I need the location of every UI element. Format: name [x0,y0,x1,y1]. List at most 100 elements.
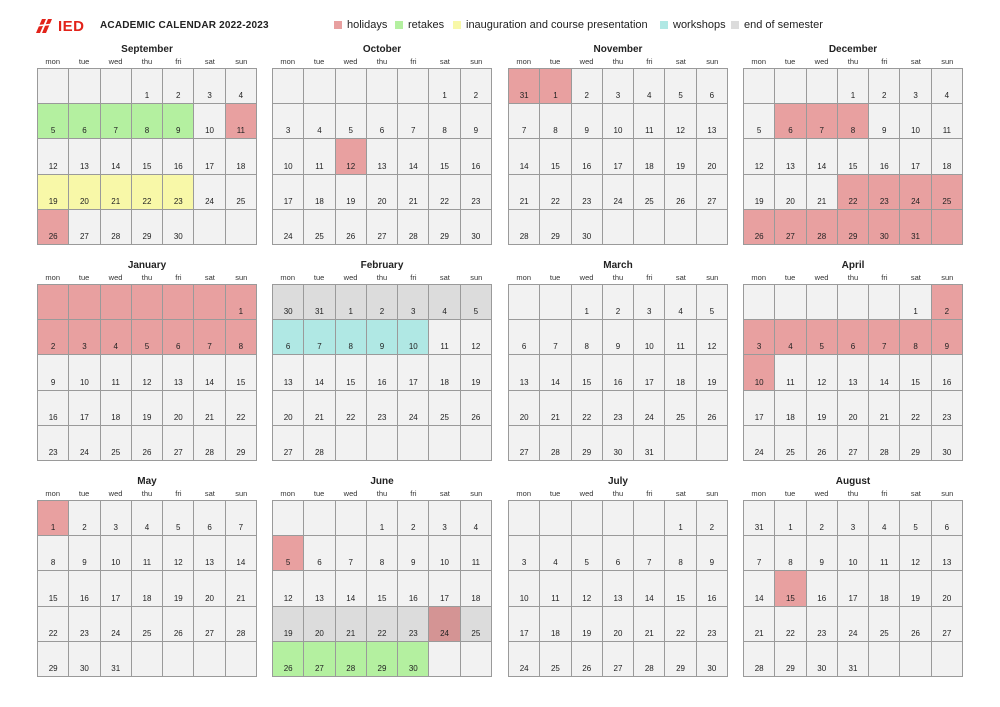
legend-item-end: end of semester [731,19,823,31]
day-cell: 30 [602,425,635,461]
month-name: July [607,476,628,487]
month-grid: 1 2 3 4 5 6 7 8 9 10 11 12 13 14 15 16 17 18 19 20 21 22 23 24 2… [743,68,963,245]
ied-logo-icon [34,19,56,33]
day-cell: 14 [869,355,901,391]
day-cell: 1 [429,69,461,105]
day-number: 4 [473,523,479,533]
day-number: 16 [817,593,827,603]
day-cell: 2 [869,69,901,105]
day-number: 10 [283,161,293,171]
day-cell: 14 [634,571,666,607]
day-cell: 3 [634,285,666,321]
day-number: 14 [519,161,529,171]
day-cell: 6 [304,536,336,572]
day-number: 29 [48,664,58,673]
day-cell: 25 [460,606,492,642]
day-number: 28 [644,664,654,673]
day-number: 9 [379,342,385,352]
day-number: 30 [173,232,183,241]
day-number: 8 [913,342,918,352]
day-number: 16 [582,161,592,171]
day-cell: 10 [744,355,776,391]
day-cell: 6 [837,320,870,356]
day-number: 3 [647,307,652,317]
day-number: 21 [346,628,356,638]
day-cell: 9 [869,104,901,140]
day-number: 9 [819,558,824,568]
day-cell: 25 [931,174,963,210]
day-number: 7 [882,342,887,352]
day-number: 2 [615,307,621,317]
day-cell: 28 [744,641,776,677]
day-cell: 12 [900,536,932,572]
day-cell [602,501,635,537]
day-cell: 19 [571,606,603,642]
weekday-label: tue [78,489,90,498]
day-cell: 27 [273,425,305,461]
day-cell [931,209,963,245]
day-number: 7 [756,558,762,568]
day-number: 5 [176,523,181,533]
day-cell: 27 [509,425,541,461]
day-cell: 30 [806,641,838,677]
day-cell: 13 [194,536,226,572]
day-number: 17 [519,628,529,638]
day-number: 31 [111,664,121,673]
day-cell: 12 [696,320,728,356]
weekday-label: thu [847,57,859,66]
day-number: 6 [82,126,87,136]
day-cell: 26 [273,641,305,677]
day-cell: 10 [398,320,430,356]
day-number: 27 [848,448,858,457]
day-cell: 3 [429,501,461,537]
day-cell: 18 [429,355,461,391]
day-cell: 31 [509,69,541,105]
day-cell: 6 [69,104,101,140]
day-cell: 19 [335,174,367,210]
day-cell: 8 [665,536,697,572]
day-cell: 6 [194,501,226,537]
day-cell: 10 [634,320,666,356]
day-number: 15 [48,593,58,603]
day-cell: 1 [837,69,870,105]
day-number: 28 [519,232,529,241]
day-cell [225,209,257,245]
day-number: 3 [521,558,527,568]
day-number: 28 [754,664,764,673]
day-cell: 14 [398,139,430,175]
day-cell [775,69,807,105]
day-cell [69,285,101,321]
day-number: 24 [519,664,529,673]
weekday-label: fri [175,273,182,282]
weekday-label: fri [646,489,653,498]
day-number: 18 [879,593,889,603]
day-number: 29 [142,232,152,241]
day-cell: 5 [900,501,932,537]
day-number: 28 [314,448,324,457]
day-number: 14 [236,558,246,568]
day-number: 10 [79,377,89,387]
day-number: 26 [471,412,481,422]
day-number: 11 [645,126,654,136]
day-number: 23 [79,628,89,638]
day-number: 5 [144,342,150,352]
day-number: 20 [707,161,717,171]
day-cell: 17 [194,139,226,175]
day-cell: 9 [931,320,963,356]
day-number: 19 [173,593,183,603]
day-number: 26 [48,232,58,241]
weekday-label: mon [751,273,766,282]
day-number: 24 [79,448,89,457]
day-number: 3 [756,342,762,352]
day-number: 11 [111,377,120,387]
day-number: 24 [205,196,215,206]
legend-label: workshops [673,19,726,31]
day-cell: 5 [696,285,728,321]
day-cell: 3 [744,320,776,356]
day-cell: 22 [335,390,367,426]
weekday-label: sat [910,489,921,498]
day-cell: 14 [540,355,572,391]
day-number: 15 [377,593,387,603]
day-cell [273,501,305,537]
day-cell [665,425,697,461]
